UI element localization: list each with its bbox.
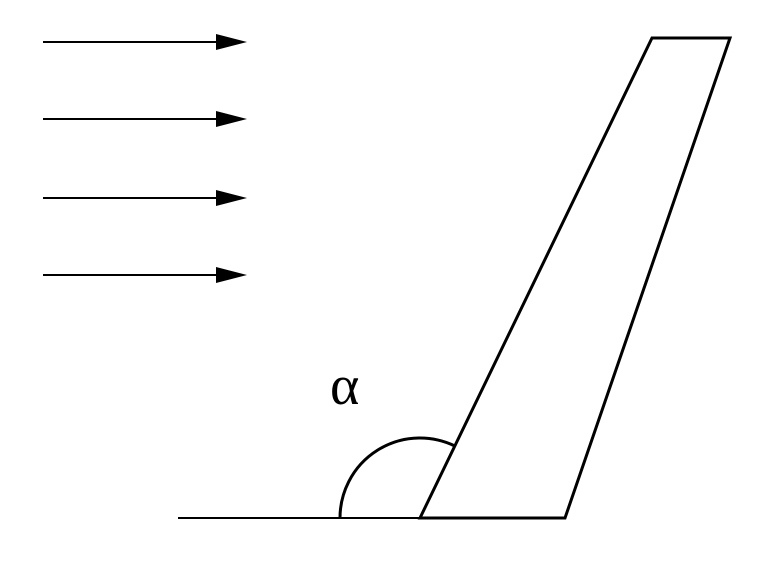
- flow-arrows: [43, 34, 247, 283]
- inclined-slab: [420, 38, 730, 518]
- arrow-head-icon: [216, 34, 247, 50]
- arrow-head-icon: [216, 267, 247, 283]
- angle-label: α: [330, 355, 359, 417]
- arrow-head-icon: [216, 190, 247, 206]
- physics-diagram: α: [0, 0, 759, 564]
- arrow-head-icon: [216, 111, 247, 127]
